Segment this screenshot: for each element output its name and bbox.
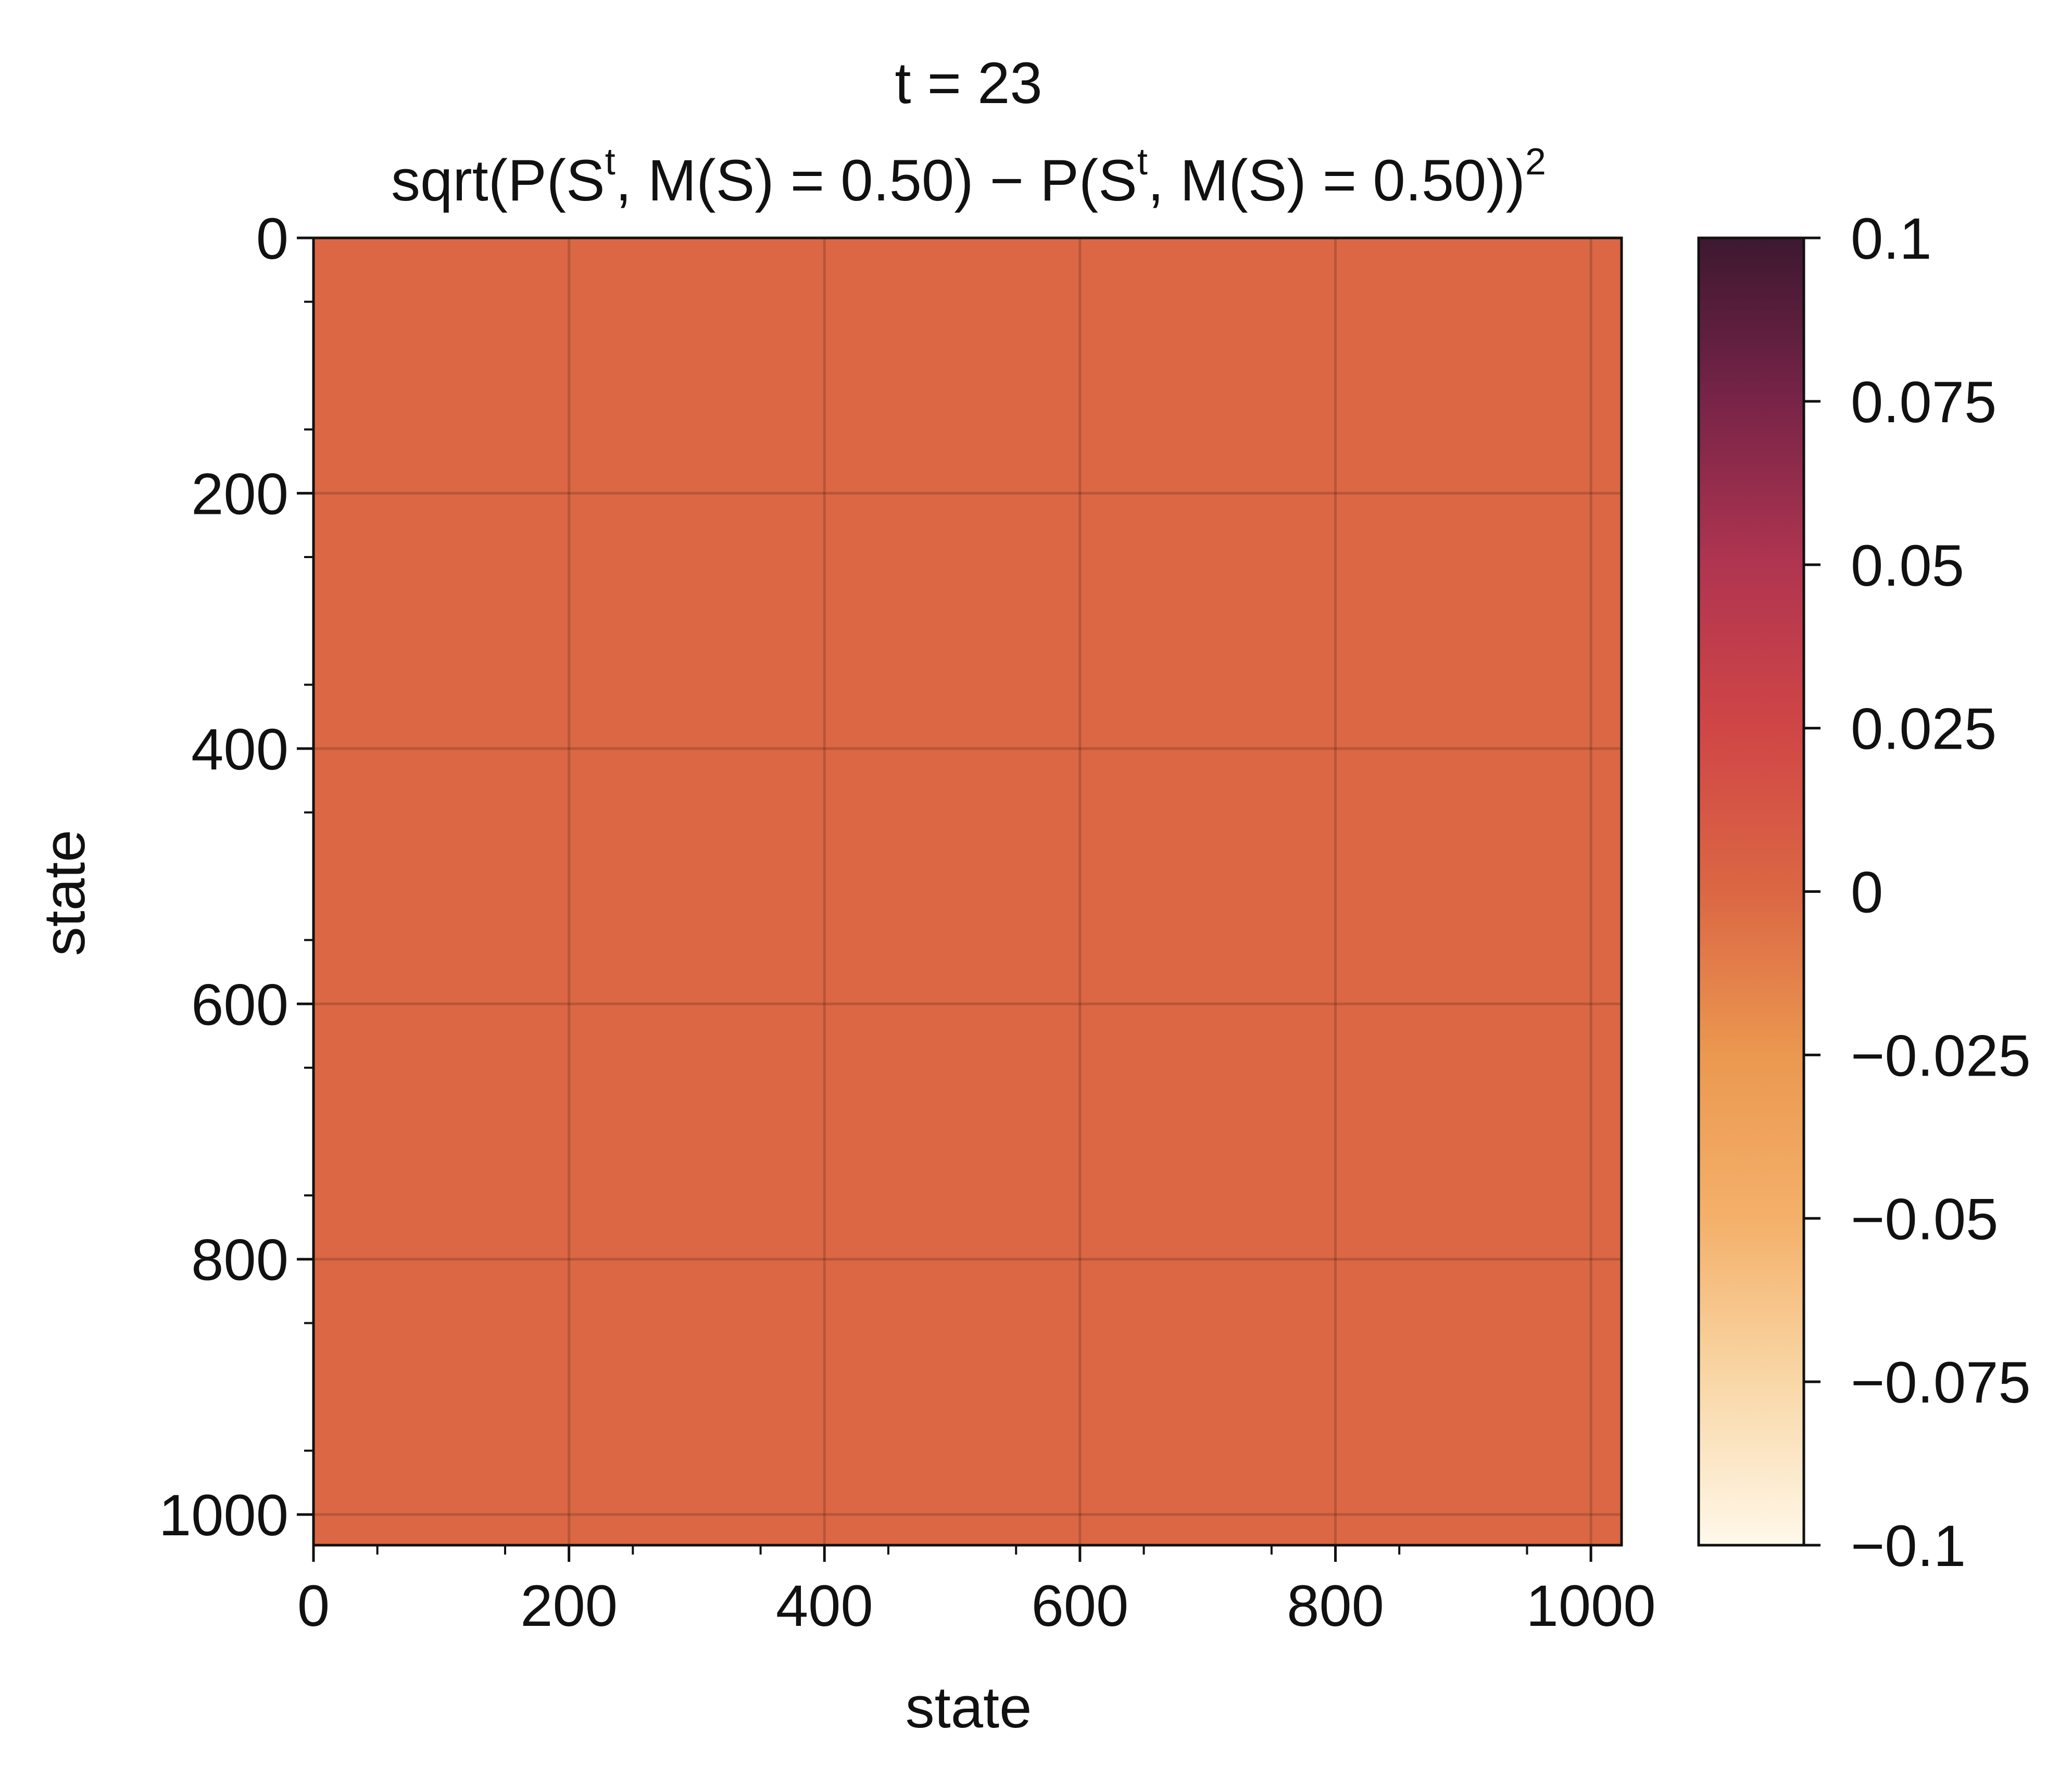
colorbar-tick-label: 0.1 <box>1851 206 1932 271</box>
colorbar-tick-label: 0.025 <box>1851 697 1996 762</box>
colorbar-tick-label: 0.05 <box>1851 533 1964 598</box>
chart-title-line2: sqrt(P(St, M(S) = 0.50) − P(St, M(S) = 0… <box>391 141 1546 213</box>
colorbar-tick-label: −0.05 <box>1851 1186 1998 1252</box>
x-tick-label: 1000 <box>1526 1573 1656 1638</box>
title-part-2: , M(S) = 0.50) − P(S <box>616 148 1137 213</box>
y-tick-label: 400 <box>191 717 288 782</box>
title-superscript-2: t <box>1137 141 1148 183</box>
colorbar-tick-label: −0.025 <box>1851 1023 2031 1088</box>
heatmap-cells <box>313 238 1622 1545</box>
x-axis-label: state <box>906 1675 1032 1740</box>
y-tick-label: 0 <box>256 206 288 271</box>
plot-frame <box>312 236 1623 1547</box>
colorbar-ticks: 0.1 0.075 0.05 0.025 0 −0.025 −0.05 −0.075 −0.1 <box>1804 206 2031 1578</box>
x-tick-label: 600 <box>1031 1573 1128 1638</box>
colorbar-tick-label: −0.1 <box>1851 1513 1966 1578</box>
grid-lines <box>312 236 1622 1545</box>
x-tick-label: 800 <box>1287 1573 1384 1638</box>
x-tick-label: 0 <box>297 1573 330 1638</box>
colorbar <box>1699 238 1804 1545</box>
y-axis-label: state <box>32 830 97 956</box>
title-part-3: , M(S) = 0.50)) <box>1148 148 1525 213</box>
y-tick-label: 200 <box>191 461 288 526</box>
chart-title-line1: t = 23 <box>895 50 1042 116</box>
colorbar-tick-label: 0 <box>1851 860 1883 925</box>
x-axis: 0 200 400 600 800 1000 <box>297 1545 1656 1638</box>
title-superscript-1: t <box>605 141 616 183</box>
title-superscript-3: 2 <box>1525 141 1546 183</box>
y-axis: 0 200 400 600 800 1000 <box>159 206 313 1548</box>
colorbar-tick-label: 0.075 <box>1851 370 1996 435</box>
y-tick-label: 600 <box>191 972 288 1037</box>
y-tick-label: 1000 <box>159 1483 288 1548</box>
x-tick-label: 200 <box>520 1573 618 1638</box>
x-tick-label: 400 <box>776 1573 873 1638</box>
title-part-1: sqrt(P(S <box>391 148 605 213</box>
colorbar-tick-label: −0.075 <box>1851 1350 2031 1415</box>
y-tick-label: 800 <box>191 1228 288 1293</box>
